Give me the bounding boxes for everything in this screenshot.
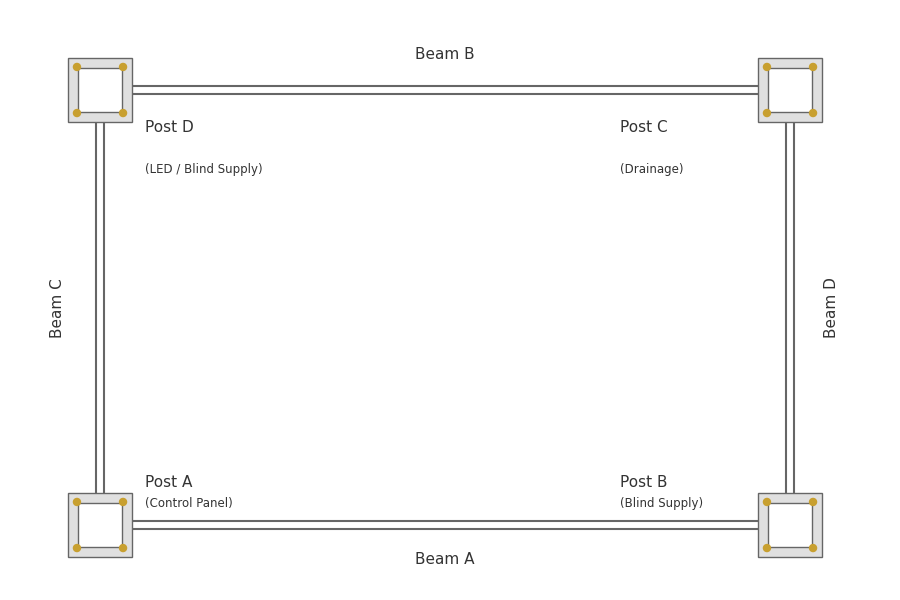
Circle shape [74,110,80,116]
Circle shape [74,64,80,70]
Bar [68,58,132,122]
Text: Post A: Post A [145,475,193,490]
Text: Beam C: Beam C [50,278,66,338]
Text: Post B: Post B [620,475,668,490]
Bar [78,503,122,547]
Text: Beam D: Beam D [824,278,840,338]
Bar [78,68,122,112]
Bar [758,58,822,122]
Text: Post C: Post C [620,120,668,135]
Bar [768,68,812,112]
Circle shape [120,499,127,505]
Text: (Blind Supply): (Blind Supply) [620,497,703,510]
Text: (Control Panel): (Control Panel) [145,497,233,510]
Circle shape [763,110,770,116]
Bar [758,493,822,557]
Bar [768,503,812,547]
Circle shape [809,545,816,551]
Circle shape [809,110,816,116]
Circle shape [120,64,127,70]
Text: Beam B: Beam B [415,47,475,62]
Text: (LED / Blind Supply): (LED / Blind Supply) [145,163,263,176]
Circle shape [809,499,816,505]
Circle shape [74,545,80,551]
Circle shape [120,545,127,551]
Circle shape [120,110,127,116]
Text: (Drainage): (Drainage) [620,163,683,176]
Circle shape [74,499,80,505]
Circle shape [809,64,816,70]
Circle shape [763,64,770,70]
Bar [68,493,132,557]
Text: Post D: Post D [145,120,194,135]
Circle shape [763,499,770,505]
Text: Beam A: Beam A [415,552,475,567]
Circle shape [763,545,770,551]
